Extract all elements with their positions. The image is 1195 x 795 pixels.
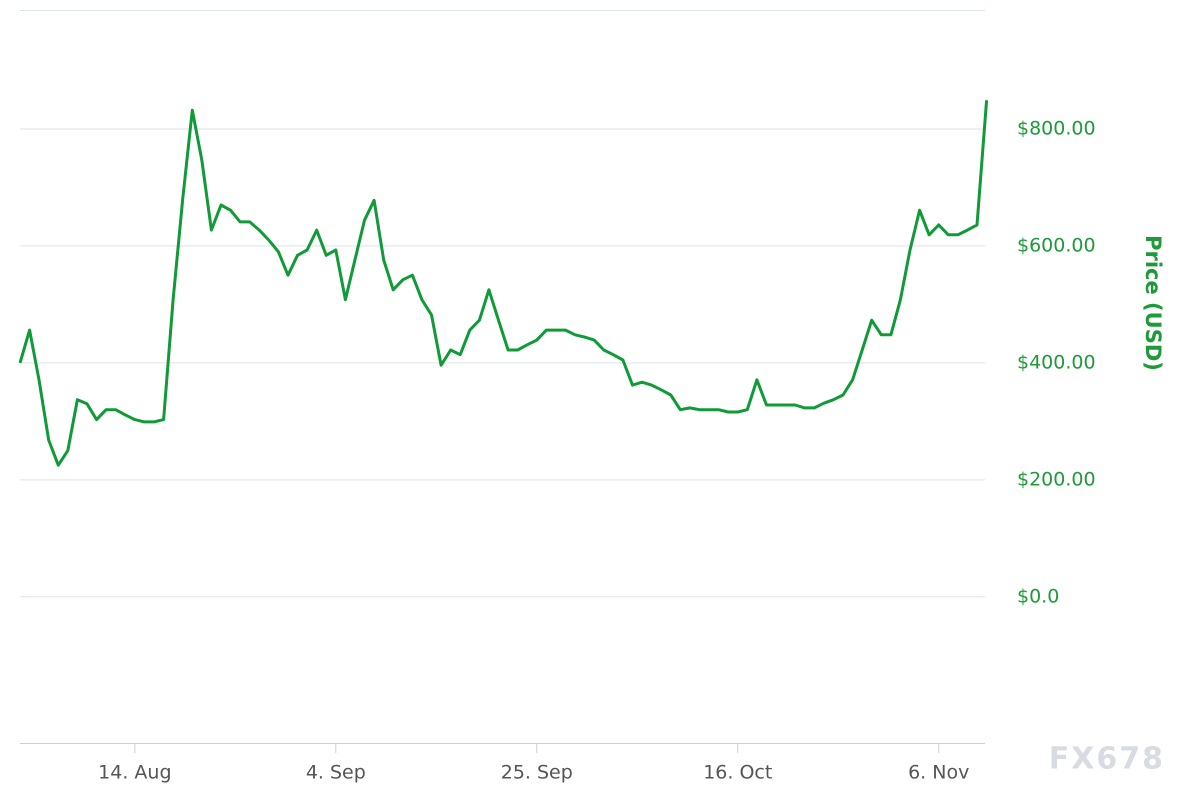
y-tick-label: $600.00 [1017, 234, 1096, 256]
y-tick-label: $200.00 [1017, 468, 1096, 490]
x-tick-label: 14. Aug [98, 762, 171, 784]
x-tick-label: 25. Sep [501, 762, 573, 784]
x-tick-label: 4. Sep [306, 762, 366, 784]
y-tick-label: $800.00 [1017, 117, 1096, 139]
watermark: FX678 [1049, 742, 1165, 777]
y-tick-label: $0.0 [1017, 585, 1059, 607]
x-tick-label: 6. Nov [908, 762, 969, 784]
y-tick-label: $400.00 [1017, 351, 1096, 373]
x-tick-label: 16. Oct [703, 762, 772, 784]
y-axis-label: Price (USD) [1141, 235, 1165, 371]
price-line [18, 100, 989, 467]
